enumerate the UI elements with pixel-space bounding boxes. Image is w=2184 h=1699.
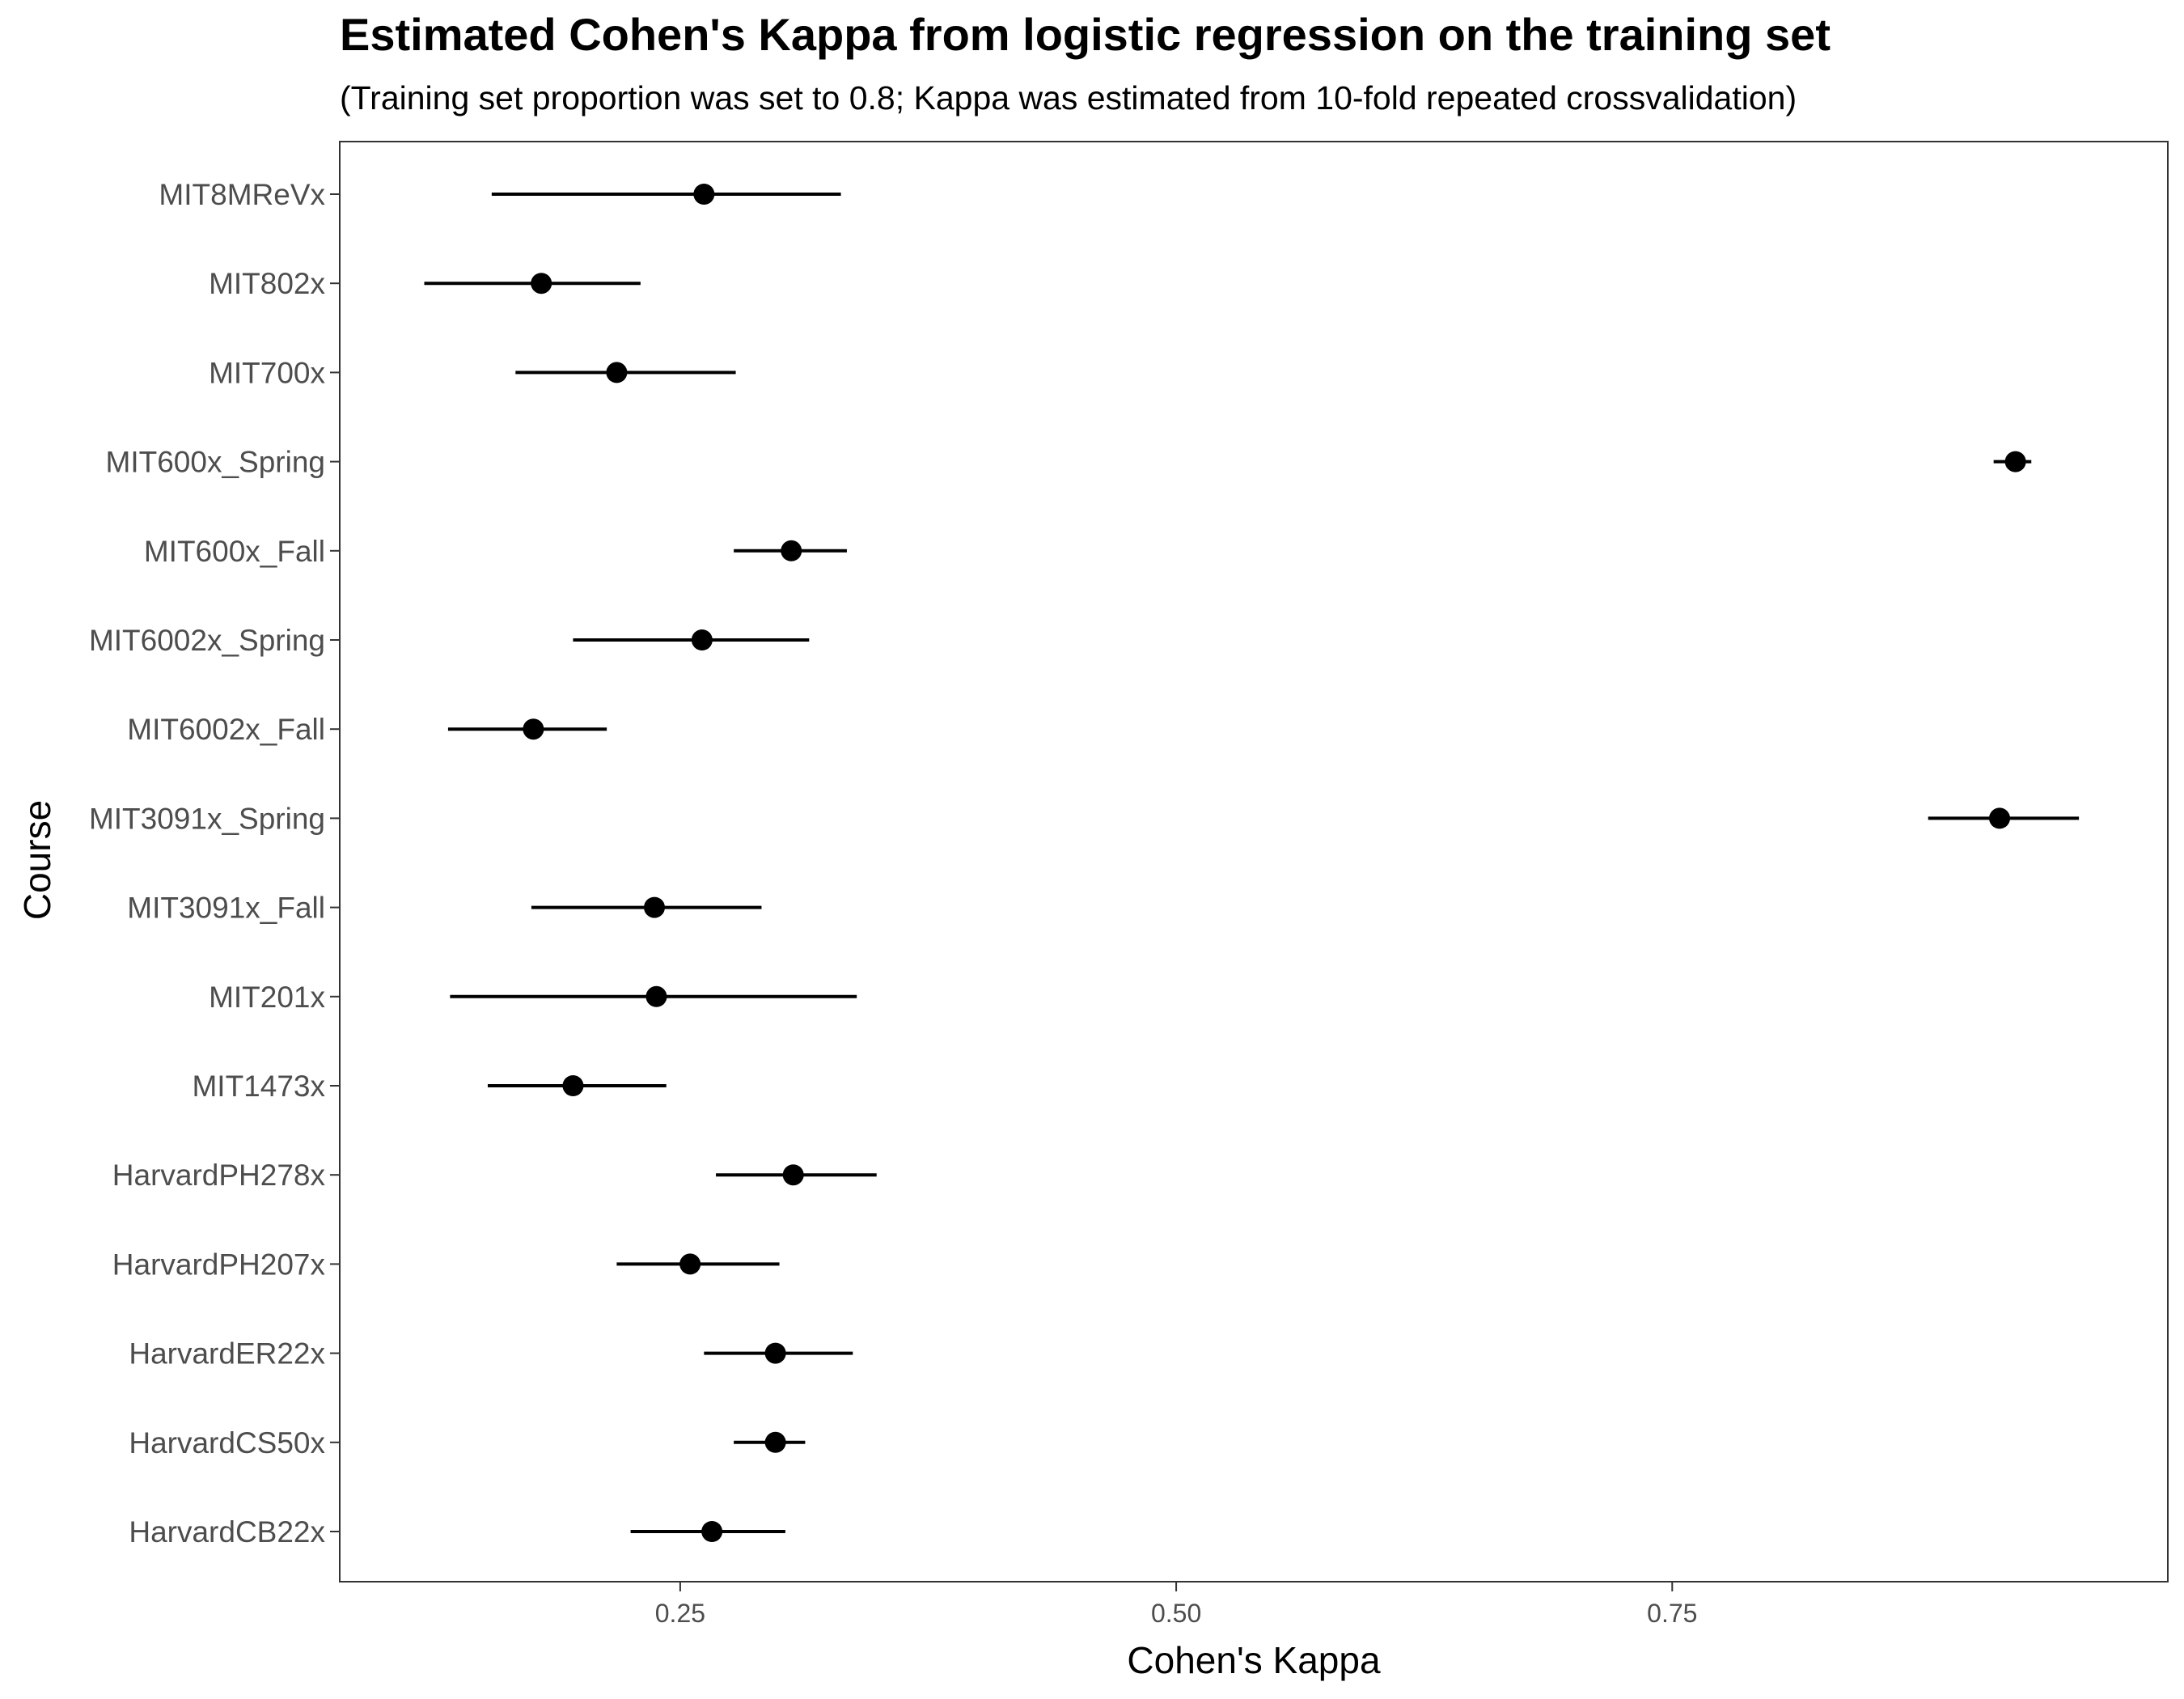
x-axis: 0.25 0.50 0.75: [655, 1582, 1697, 1628]
point-HarvardPH278x: [782, 1164, 804, 1186]
points: [523, 184, 2026, 1542]
point-MIT3091x_Fall: [644, 896, 666, 918]
chart-subtitle: (Training set proportion was set to 0.8;…: [340, 79, 1797, 117]
y-tick-label: HarvardER22x: [129, 1337, 325, 1371]
y-tick-label: MIT600x_Fall: [144, 535, 325, 568]
point-HarvardPH207x: [679, 1253, 701, 1275]
point-HarvardCS50x: [764, 1431, 786, 1453]
y-tick-label: MIT802x: [209, 267, 325, 300]
y-tick-label: MIT1473x: [192, 1070, 325, 1103]
x-tick-label: 0.50: [1151, 1599, 1201, 1628]
y-tick-label: HarvardCS50x: [129, 1426, 325, 1460]
y-tick-label: MIT3091x_Fall: [127, 892, 325, 925]
chart-title: Estimated Cohen's Kappa from logistic re…: [340, 9, 1831, 60]
point-MIT201x: [645, 985, 667, 1007]
point-MIT8MReVx: [693, 184, 715, 205]
y-tick-label: MIT700x: [209, 356, 325, 389]
y-tick-label: MIT201x: [209, 981, 325, 1014]
errorbars: [424, 193, 2080, 1533]
point-MIT3091x_Spring: [1989, 807, 2011, 829]
y-tick-label: MIT8MReVx: [159, 178, 325, 211]
point-MIT6002x_Fall: [523, 718, 544, 740]
point-HarvardER22x: [764, 1342, 786, 1364]
panel-border: [339, 141, 2169, 1582]
y-tick-label: MIT3091x_Spring: [89, 802, 325, 835]
y-axis-title: Course: [16, 800, 58, 920]
point-HarvardCB22x: [701, 1521, 723, 1542]
y-tick-label: MIT600x_Spring: [106, 446, 325, 479]
x-axis-title: Cohen's Kappa: [1127, 1639, 1381, 1681]
y-tick-label: HarvardCB22x: [129, 1515, 325, 1549]
y-axis: MIT8MReVx MIT802x MIT700x MIT600x_Spring MIT…: [89, 178, 340, 1549]
point-MIT802x: [531, 273, 552, 294]
point-MIT700x: [606, 362, 628, 383]
point-MIT600x_Fall: [781, 540, 802, 561]
y-tick-label: HarvardPH278x: [112, 1159, 326, 1192]
point-MIT1473x: [562, 1075, 584, 1096]
point-MIT600x_Spring: [2004, 451, 2026, 472]
y-tick-label: HarvardPH207x: [112, 1248, 326, 1281]
x-tick-label: 0.25: [655, 1599, 705, 1628]
y-tick-label: MIT6002x_Fall: [127, 713, 325, 746]
y-tick-label: MIT6002x_Spring: [89, 624, 325, 657]
x-tick-label: 0.75: [1647, 1599, 1697, 1628]
point-MIT6002x_Spring: [691, 629, 713, 650]
